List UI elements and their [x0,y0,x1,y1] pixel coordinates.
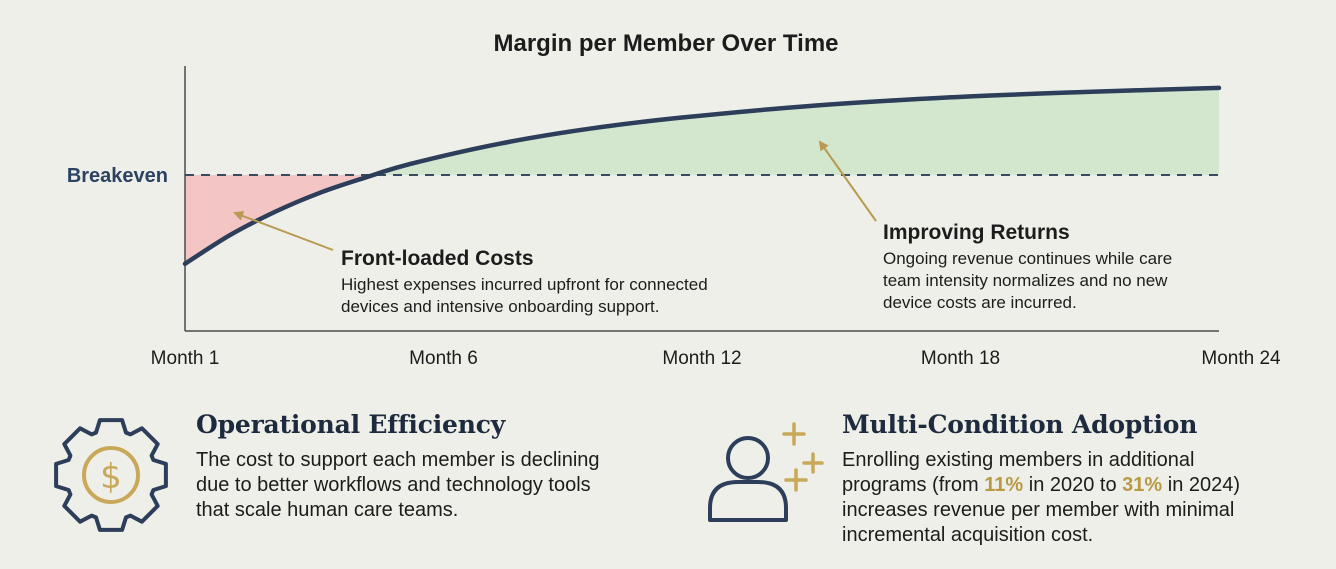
card-body: The cost to support each member is decli… [196,448,600,523]
card-body-text: in 2020 to [1023,474,1123,496]
front-loaded-text-line: devices and intensive onboarding support… [341,297,660,316]
highlight-percent-2020: 11% [984,474,1024,496]
x-tick-label: Month 12 [662,348,741,369]
plus-icon [784,468,808,492]
improving-returns-title: Improving Returns [883,221,1070,244]
card-body: Enrolling existing members in additional… [842,448,1240,548]
multi-condition-card: Multi-Condition Adoption Enrolling exist… [690,408,1330,558]
x-tick-label: Month 1 [151,348,220,369]
user-plus-icon [708,422,824,522]
profit-area [373,87,1219,175]
card-title: Operational Efficiency [196,410,506,439]
improving-returns-text-line: team intensity normalizes and no new [883,271,1168,290]
operational-efficiency-card: $ Operational Efficiency The cost to sup… [0,408,660,558]
card-body-line: that scale human care teams. [196,499,459,521]
x-ticks: Month 1 Month 6 Month 12 Month 18 Month 24 [151,348,1281,369]
card-title: Multi-Condition Adoption [842,410,1198,439]
front-loaded-text: Highest expenses incurred upfront for co… [341,275,712,316]
x-tick-label: Month 6 [409,348,478,369]
margin-curve [182,85,1222,267]
margin-chart: Margin per Member Over Time Breakeven Mo… [67,30,1281,369]
card-body-line: increases revenue per member with minima… [842,499,1235,521]
front-loaded-text-line: Highest expenses incurred upfront for co… [341,275,708,294]
improving-returns-text: Ongoing revenue continues while care tea… [883,249,1177,312]
gear-dollar-icon: $ [54,418,168,532]
user-head [726,436,770,480]
chart-title: Margin per Member Over Time [494,30,839,57]
improving-returns-arrow [818,140,877,222]
plus-icon [802,452,824,474]
plus-icon [782,422,806,446]
card-body-line: programs (from 11% in 2020 to 31% in 202… [842,473,1240,498]
front-loaded-arrow [233,211,334,251]
dollar-sign: $ [100,457,122,497]
card-body-line: incremental acquisition cost. [842,524,1094,546]
gear-inner-ring [82,446,140,504]
breakeven-label: Breakeven [67,165,168,187]
card-body-line: due to better workflows and technology t… [196,474,591,496]
card-body-line: Enrolling existing members in additional [842,449,1195,471]
front-loaded-title: Front-loaded Costs [341,247,534,270]
x-tick-label: Month 24 [1201,348,1281,369]
improving-returns-text-line: device costs are incurred. [883,293,1077,312]
card-body-line: The cost to support each member is decli… [196,449,600,471]
user-body [708,480,788,522]
card-body-text: programs (from [842,474,985,496]
highlight-percent-2024: 31% [1122,474,1163,496]
x-tick-label: Month 18 [921,348,1000,369]
card-body-text: in 2024) [1162,474,1241,496]
improving-returns-text-line: Ongoing revenue continues while care [883,249,1172,268]
gear-outline [54,418,168,532]
loss-area [185,175,374,264]
